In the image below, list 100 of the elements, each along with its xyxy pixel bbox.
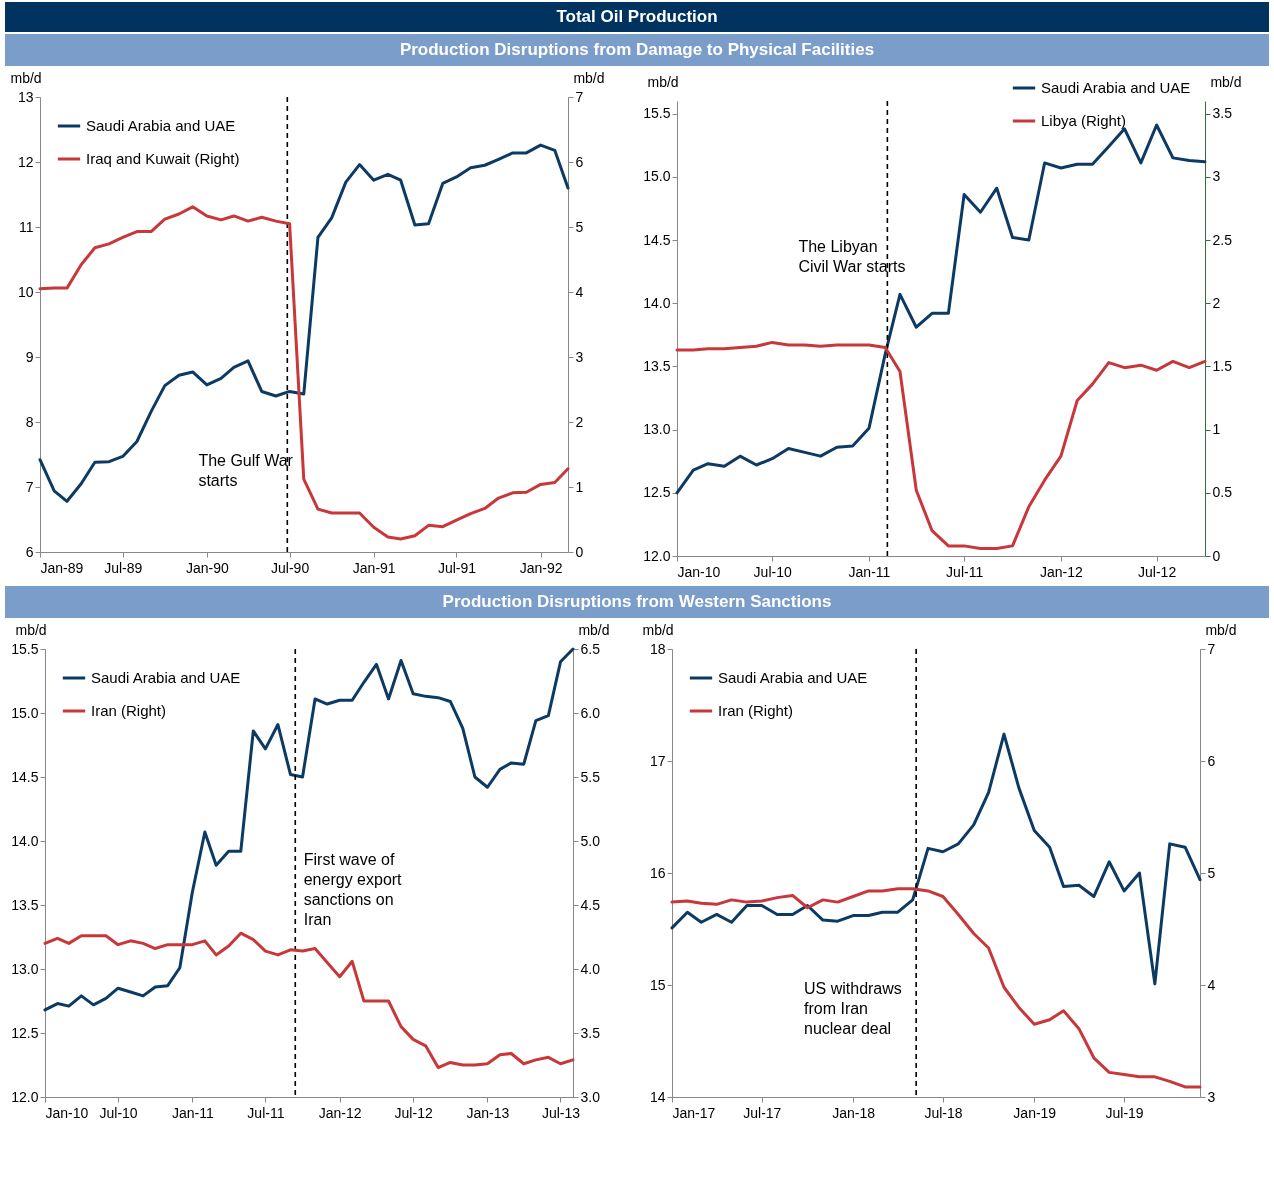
y-tick-label: 18: [649, 640, 666, 657]
line-series: [43, 931, 575, 1070]
y2-tick-label: 6: [575, 153, 584, 170]
x-tick-label: Jan-18: [832, 1104, 876, 1121]
y-tick-label: 14.0: [11, 832, 39, 849]
x-tick-label: Jan-11: [848, 563, 891, 580]
x-tick-label: Jan-12: [318, 1104, 362, 1121]
x-tick-label: Jan-10: [45, 1104, 89, 1121]
y2-tick-label: 7: [575, 88, 584, 105]
x-tick-label: Jul-11: [946, 563, 984, 580]
y2-tick-label: 1: [575, 478, 584, 495]
line-series: [43, 647, 575, 1012]
y-tick-label: 7: [25, 478, 34, 495]
x-tick-label: Jan-11: [171, 1104, 214, 1121]
legend-label: Saudi Arabia and UAE: [86, 117, 236, 134]
y-tick-label: 13.0: [11, 960, 39, 977]
legend-label: Iran (Right): [91, 702, 167, 719]
y2-tick-label: 4.0: [580, 960, 601, 977]
y-tick-label: 14.5: [643, 231, 671, 248]
y2-tick-label: 0: [575, 543, 584, 560]
annotation: The Libyan Civil War starts: [798, 237, 906, 275]
y-tick-label: 15.0: [643, 168, 671, 185]
legend-label: Iraq and Kuwait (Right): [86, 150, 240, 167]
x-tick-label: Jan-91: [352, 559, 396, 576]
x-tick-label: Jan-90: [185, 559, 229, 576]
y2-tick-label: 3.0: [580, 1088, 601, 1105]
y2-tick-label: 4.5: [580, 896, 601, 913]
legend-label: Saudi Arabia and UAE: [91, 669, 241, 686]
legend-label: Saudi Arabia and UAE: [1041, 79, 1191, 96]
x-tick-label: Jan-89: [40, 559, 84, 576]
y2-tick-label: 3: [1207, 1088, 1216, 1105]
y2-tick-label: 2.5: [1212, 231, 1233, 248]
y2-tick-label: 1.5: [1212, 357, 1233, 374]
y2-tick-label: 3.5: [580, 1024, 601, 1041]
x-tick-label: Jan-12: [1040, 563, 1084, 580]
y2-tick-label: 0: [1212, 547, 1221, 564]
y-tick-label: 12.0: [643, 547, 671, 564]
annotation: First wave of energy export sanctions on Iran: [303, 850, 403, 928]
y-tick-label: 13: [17, 88, 34, 105]
y2-tick-label: 3: [575, 348, 584, 365]
x-tick-label: Jan-92: [519, 559, 563, 576]
y-tick-label: 12.5: [643, 484, 671, 501]
y2-tick-label: 6.5: [580, 640, 601, 657]
line-series: [38, 143, 570, 503]
x-tick-label: Jul-91: [437, 559, 477, 576]
x-tick-label: Jan-13: [466, 1104, 510, 1121]
y-tick-label: 8: [25, 413, 34, 430]
y2-tick-label: 5.0: [580, 832, 601, 849]
text: Total Oil Production: [5, 2, 1269, 32]
y2-tick-label: 5: [575, 218, 584, 235]
y-tick-label: 13.5: [643, 357, 671, 374]
y-tick-label: 15.5: [11, 640, 39, 657]
y-tick-label: 12.0: [11, 1088, 39, 1105]
text: Production Disruptions from Western Sanctions: [5, 586, 1269, 618]
y2-tick-label: 2: [1212, 294, 1221, 311]
y-tick-label: 14.5: [11, 768, 39, 785]
y-tick-label: 13.0: [643, 421, 671, 438]
y-axis-title: mb/d: [647, 73, 679, 90]
y-tick-label: 10: [17, 283, 34, 300]
y-tick-label: 15.5: [643, 105, 671, 122]
y2-tick-label: 5.5: [580, 768, 601, 785]
text: Production Disruptions from Damage to Physical Facilities: [5, 34, 1269, 66]
x-tick-label: Jul-12: [394, 1104, 433, 1121]
y-axis-title: mb/d: [10, 69, 42, 86]
x-tick-label: Jul-17: [743, 1104, 782, 1121]
legend-label: Libya (Right): [1041, 112, 1127, 129]
x-tick-label: Jan-17: [672, 1104, 716, 1121]
y-tick-label: 15.0: [11, 704, 39, 721]
y2-axis-title: mb/d: [1205, 621, 1237, 638]
line-series: [670, 887, 1202, 1089]
y-tick-label: 12.5: [11, 1024, 39, 1041]
x-tick-label: Jul-12: [1138, 563, 1177, 580]
y2-tick-label: 5: [1207, 864, 1216, 881]
x-tick-label: Jul-19: [1105, 1104, 1144, 1121]
y-tick-label: 14.0: [643, 294, 671, 311]
x-tick-label: Jul-18: [924, 1104, 963, 1121]
y2-tick-label: 3: [1212, 168, 1221, 185]
y-tick-label: 12: [17, 153, 34, 170]
x-tick-label: Jul-89: [104, 559, 143, 576]
y-tick-label: 17: [649, 752, 666, 769]
legend-label: Saudi Arabia and UAE: [718, 669, 868, 686]
line-series: [675, 340, 1207, 550]
x-tick-label: Jul-13: [541, 1104, 581, 1121]
y-tick-label: 13.5: [11, 896, 39, 913]
annotation: The Gulf War starts: [198, 452, 294, 489]
y2-tick-label: 2: [575, 413, 584, 430]
y2-tick-label: 3.5: [1212, 105, 1233, 122]
legend-label: Iran (Right): [718, 702, 794, 719]
y-tick-label: 15: [649, 976, 666, 993]
x-tick-label: Jul-10: [99, 1104, 138, 1121]
y2-tick-label: 0.5: [1212, 484, 1233, 501]
annotation: US withdraws from Iran nuclear deal: [804, 980, 902, 1038]
y-axis-title: mb/d: [15, 621, 47, 638]
y2-tick-label: 6: [1207, 752, 1216, 769]
y-tick-label: 16: [649, 864, 666, 881]
y-axis-title: mb/d: [642, 621, 674, 638]
y2-axis-title: mb/d: [1210, 73, 1242, 90]
y2-axis-title: mb/d: [573, 69, 605, 86]
x-tick-label: Jul-90: [271, 559, 310, 576]
line-series: [38, 205, 570, 541]
